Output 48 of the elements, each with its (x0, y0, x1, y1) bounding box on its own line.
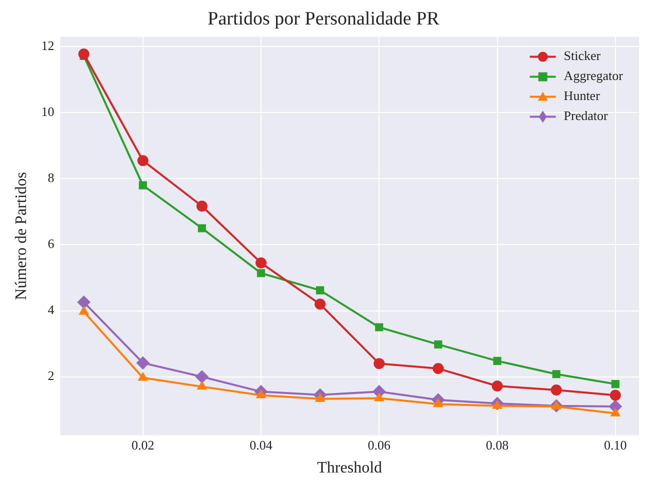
legend-label: Aggregator (564, 68, 624, 84)
x-tick-label: 0.06 (368, 437, 392, 452)
point (197, 381, 207, 390)
x-axis-title: Threshold (317, 460, 382, 477)
point (610, 390, 621, 401)
point (611, 380, 620, 388)
point (316, 286, 324, 294)
point (78, 306, 89, 315)
x-tick-label: 0.02 (132, 437, 154, 452)
y-tick-label: 2 (48, 368, 54, 384)
point (315, 393, 325, 402)
point (256, 269, 266, 278)
point (434, 340, 442, 348)
point (196, 200, 208, 212)
legend-label: Predator (564, 108, 609, 124)
point (432, 363, 444, 374)
y-tick-label: 12 (41, 38, 54, 54)
point (493, 356, 502, 365)
point (78, 48, 90, 60)
y-axis-title: Número de Partidos (12, 172, 30, 300)
y-tick-label: 10 (41, 104, 54, 120)
point (610, 408, 620, 416)
point (198, 224, 206, 232)
point (256, 257, 267, 268)
point (374, 392, 384, 402)
chart-title: Partidos por Personalidade PR (208, 8, 440, 30)
point (137, 155, 148, 166)
point (138, 372, 148, 381)
y-tick-label: 8 (48, 170, 54, 186)
y-tick-label: 6 (48, 236, 55, 252)
legend-label: Sticker (564, 48, 602, 64)
point (314, 298, 326, 310)
point (136, 356, 150, 370)
point (551, 400, 562, 410)
x-tick-label: 0.08 (486, 437, 509, 452)
point (550, 384, 562, 396)
point (375, 323, 384, 332)
point (77, 296, 90, 309)
x-tick-label: 0.10 (604, 437, 627, 452)
x-tick-label: 0.04 (250, 437, 273, 452)
y-tick-label: 4 (48, 302, 55, 318)
point (552, 370, 560, 378)
point (374, 358, 385, 370)
point (138, 181, 147, 190)
point (433, 398, 444, 408)
point (492, 380, 503, 392)
point (195, 370, 208, 384)
legend-label: Hunter (564, 88, 601, 104)
